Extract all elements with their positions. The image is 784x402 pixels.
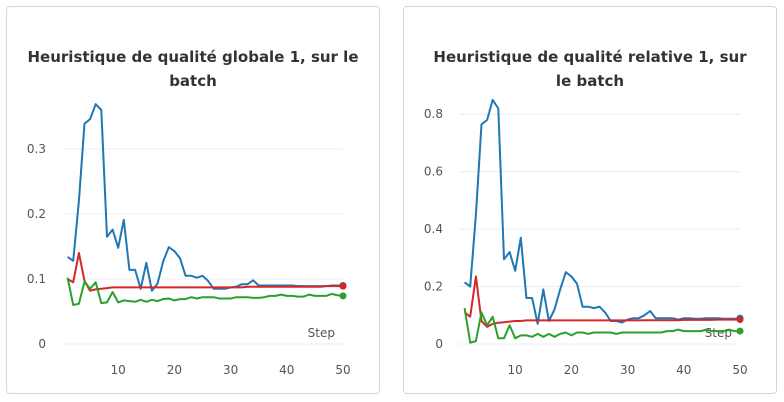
x-tick-label: 40 <box>279 363 294 377</box>
y-tick-label: 0.4 <box>424 222 443 236</box>
series-line <box>67 252 343 292</box>
chart-plot-globale: 0 0.1 0.2 0.3 10 20 30 40 50 Step <box>27 103 351 377</box>
chart-panel-relative: Heuristique de qualité relative 1, sur l… <box>403 6 777 394</box>
x-axis-label: Step <box>308 326 335 340</box>
y-tick-label: 0.1 <box>27 272 46 286</box>
chart-title: Heuristique de qualité relative 1, sur l… <box>433 48 747 90</box>
series-end-point <box>339 282 347 290</box>
y-tick-label: 0.2 <box>424 280 443 294</box>
x-tick-label: 20 <box>167 363 182 377</box>
x-tick-label: 30 <box>223 363 238 377</box>
x-tick-label: 40 <box>676 363 691 377</box>
series-end-point <box>339 292 347 300</box>
x-tick-label: 50 <box>732 363 747 377</box>
x-tick-label: 30 <box>620 363 635 377</box>
x-axis-label: Step <box>705 326 732 340</box>
series-end-point <box>736 316 744 324</box>
x-tick-label: 20 <box>564 363 579 377</box>
y-tick-label: 0.3 <box>27 142 46 156</box>
y-tick-label: 0 <box>38 337 46 351</box>
chart-plot-relative: 0 0.2 0.4 0.6 0.8 10 20 30 40 50 Step <box>424 98 748 377</box>
series-line <box>66 277 344 306</box>
y-tick-label: 0.2 <box>27 207 46 221</box>
x-tick-label: 50 <box>335 363 350 377</box>
series-line <box>463 275 740 328</box>
y-tick-label: 0.8 <box>424 107 443 121</box>
y-tick-label: 0 <box>435 337 443 351</box>
series-line <box>67 103 343 292</box>
chart-panel-globale: Heuristique de qualité globale 1, sur le… <box>6 6 380 394</box>
series-line <box>463 98 741 325</box>
y-tick-label: 0.6 <box>424 165 443 179</box>
x-tick-label: 10 <box>508 363 523 377</box>
series-line <box>463 307 740 344</box>
series-end-point <box>736 327 744 335</box>
x-tick-label: 10 <box>111 363 126 377</box>
chart-title: Heuristique de qualité globale 1, sur le… <box>27 48 359 90</box>
